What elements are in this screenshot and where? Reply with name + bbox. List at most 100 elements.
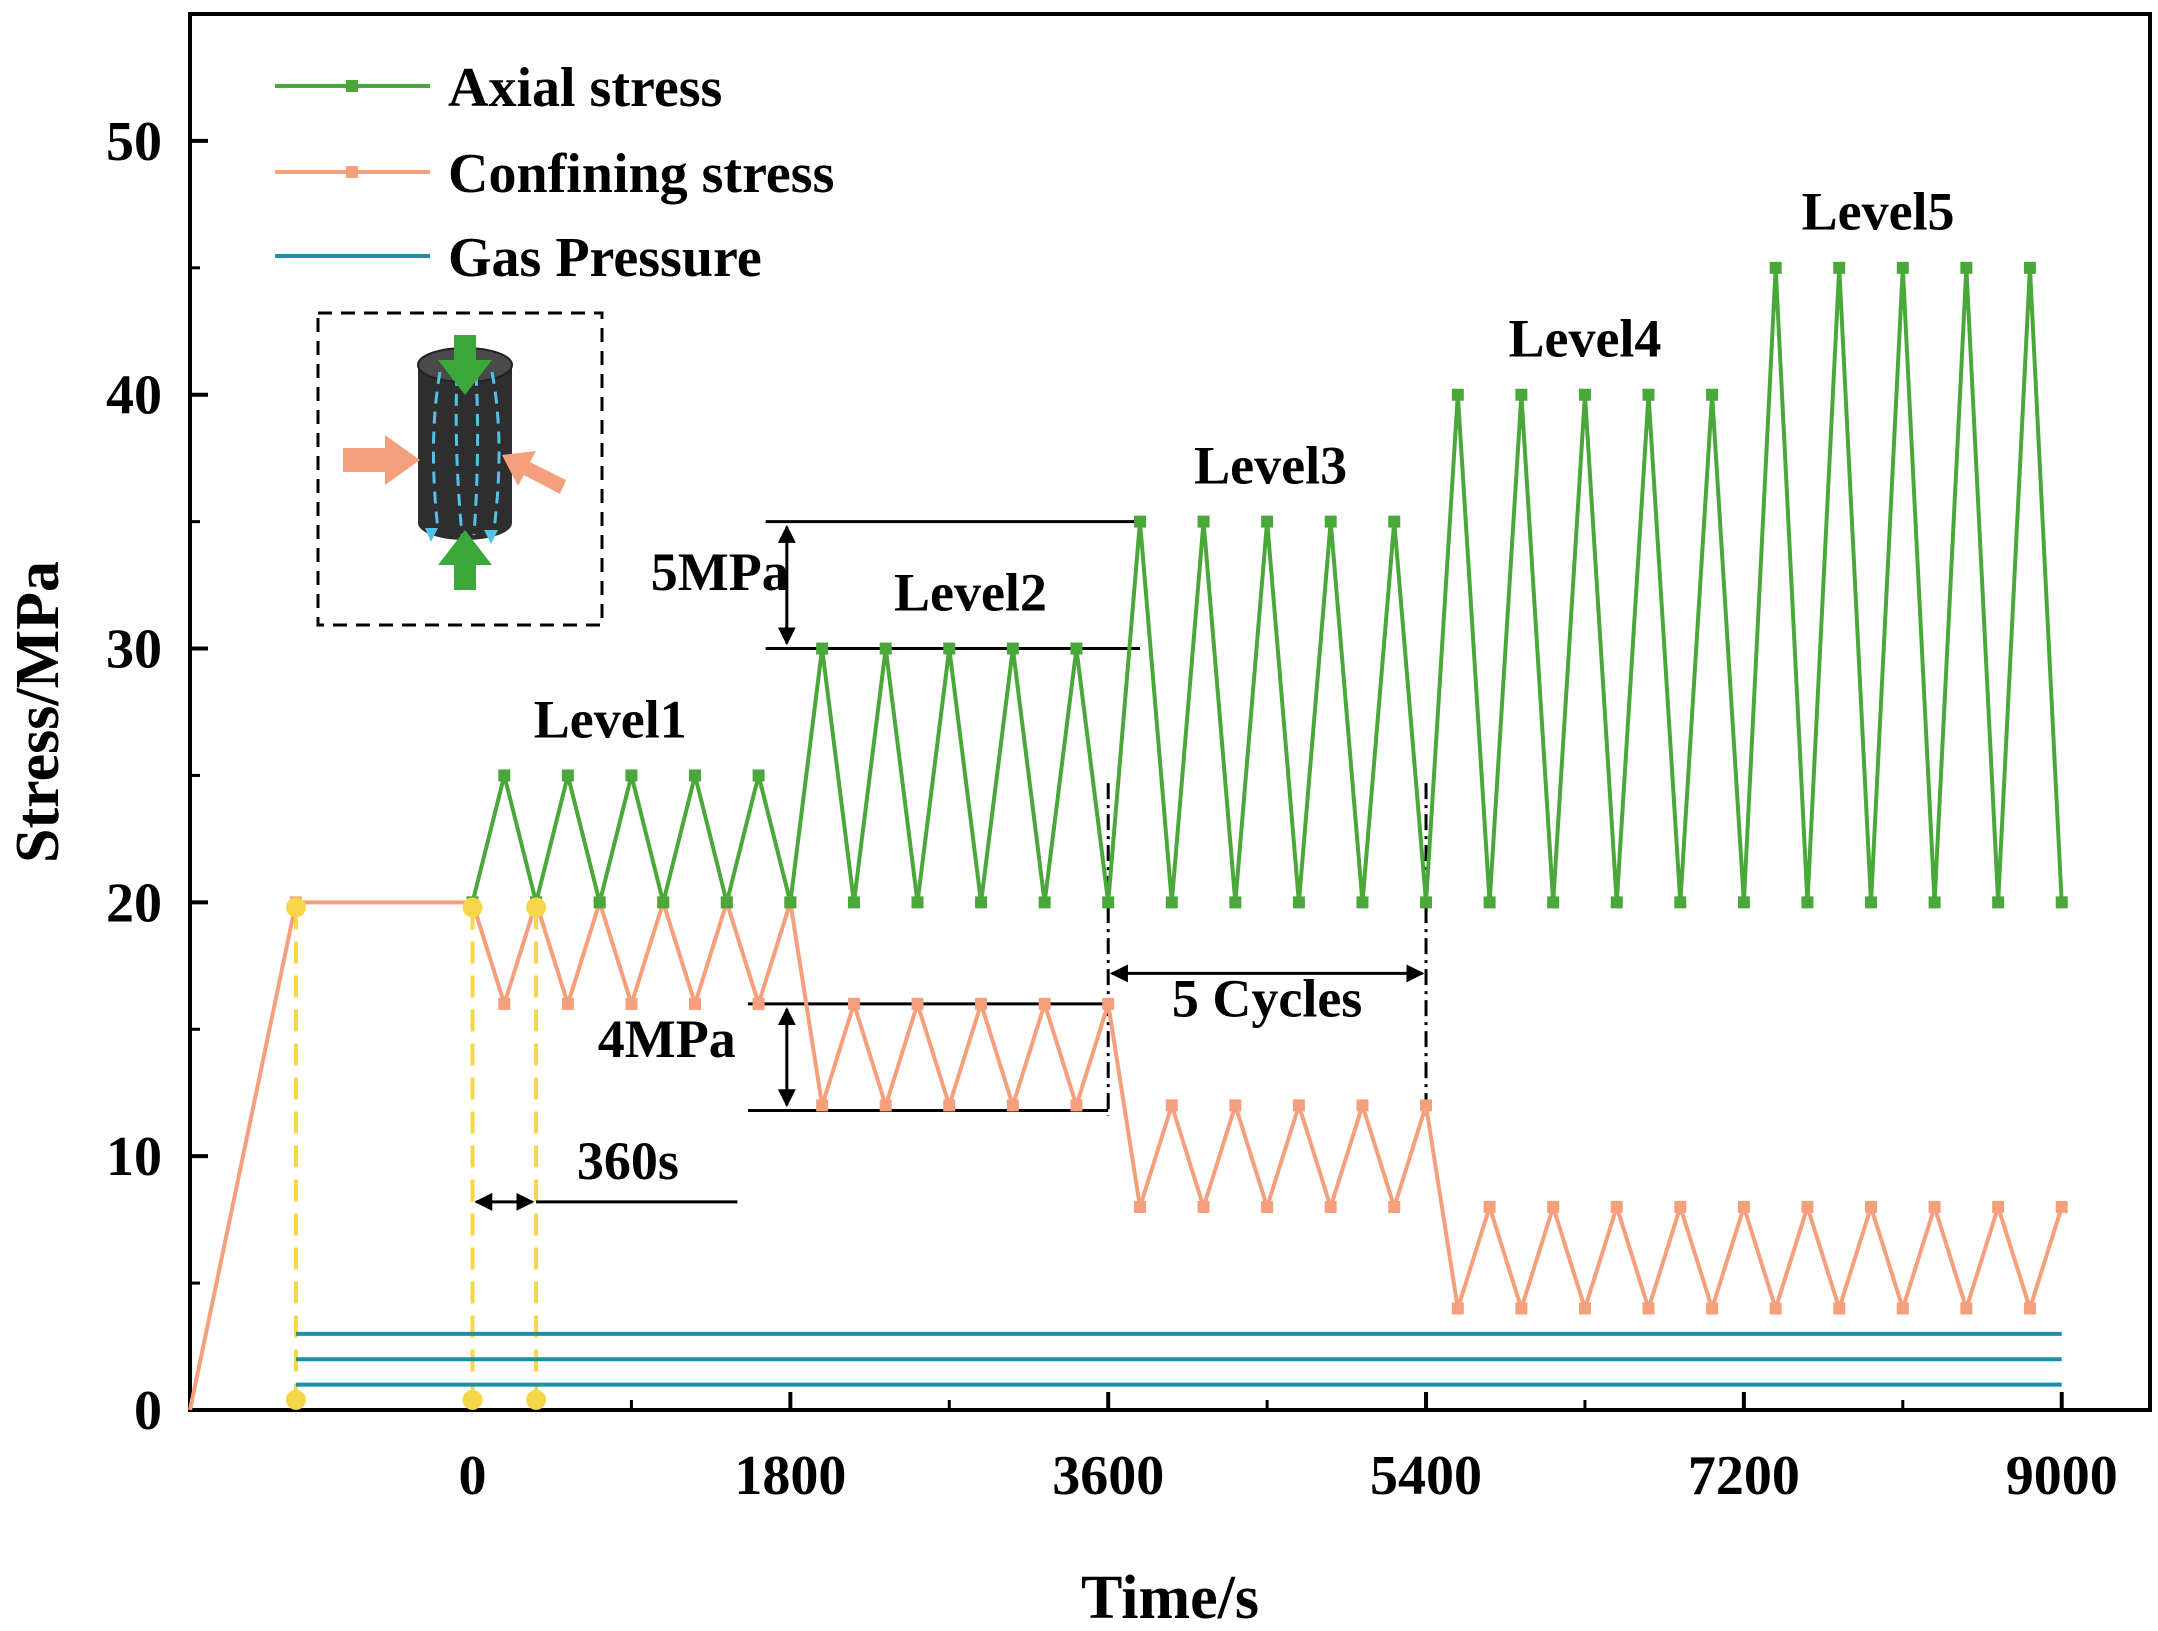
axial-stress-point bbox=[657, 896, 670, 909]
axial-stress-point bbox=[1547, 896, 1560, 909]
confining-stress-point bbox=[1197, 1200, 1210, 1213]
confining-stress-point bbox=[561, 997, 574, 1010]
axial-stress-point bbox=[1451, 388, 1464, 401]
confining-stress-point bbox=[1896, 1302, 1909, 1315]
axial-stress-point bbox=[847, 896, 860, 909]
confining-stress-point bbox=[847, 997, 860, 1010]
confining-stress-point bbox=[1801, 1200, 1814, 1213]
y-tick-label-40: 40 bbox=[106, 365, 162, 427]
axial-stress-point bbox=[1642, 388, 1655, 401]
x-tick-label-0: 0 bbox=[459, 1445, 487, 1507]
confining-stress-point bbox=[1356, 1099, 1369, 1112]
axial-stress-point bbox=[1865, 896, 1878, 909]
reference-marker-top bbox=[526, 897, 547, 918]
axial-stress-point bbox=[625, 769, 638, 782]
axial-stress-point bbox=[561, 769, 574, 782]
axial-stress-point bbox=[1515, 388, 1528, 401]
x-axis-title: Time/s bbox=[1081, 1564, 1259, 1631]
axial-load-arrow-bottom-icon bbox=[438, 530, 492, 590]
axial-stress-point bbox=[1833, 261, 1846, 274]
axial-stress-point bbox=[1674, 896, 1687, 909]
confining-stress-point bbox=[1165, 1099, 1178, 1112]
axial-stress-point bbox=[2055, 896, 2068, 909]
axes: 0 1800 3600 5400 7200 9000 0 10 20 30 40 50 bbox=[106, 111, 2118, 1507]
confining-stress-point bbox=[1133, 1200, 1146, 1213]
y-tick-label-50: 50 bbox=[106, 111, 162, 173]
confining-stress-point bbox=[1578, 1302, 1591, 1315]
axial-stress-point bbox=[1324, 515, 1337, 528]
confining-stress-point bbox=[1451, 1302, 1464, 1315]
specimen-schematic bbox=[316, 311, 604, 627]
confining-stress-point bbox=[1070, 1099, 1083, 1112]
axial-stress-point bbox=[1292, 896, 1305, 909]
axial-stress-point bbox=[1038, 896, 1051, 909]
confining-stress-point bbox=[1388, 1200, 1401, 1213]
confining-load-arrow-left-icon bbox=[343, 435, 420, 485]
legend: Axial stress Confining stress Gas Pressu… bbox=[275, 57, 834, 289]
axial-stress-point bbox=[1102, 896, 1115, 909]
x-tick-label-5400: 5400 bbox=[1370, 1445, 1482, 1507]
y-tick-label-30: 30 bbox=[106, 619, 162, 681]
axial-stress-point bbox=[593, 896, 606, 909]
confining-stress-point bbox=[1706, 1302, 1719, 1315]
confining-stress-point bbox=[1324, 1200, 1337, 1213]
axial-stress-point bbox=[1578, 388, 1591, 401]
axial-stress-point bbox=[879, 642, 892, 655]
axial-stress-point bbox=[1928, 896, 1941, 909]
axial-stress-point bbox=[689, 769, 702, 782]
y-axis-title: Stress/MPa bbox=[4, 561, 72, 863]
reference-marker-top bbox=[285, 897, 306, 918]
confining-stress-point bbox=[975, 997, 988, 1010]
reference-marker-bottom bbox=[285, 1389, 306, 1410]
confining-stress-point bbox=[1674, 1200, 1687, 1213]
reference-marker-bottom bbox=[462, 1389, 483, 1410]
confining-stress-point bbox=[1737, 1200, 1750, 1213]
confining-stress-point bbox=[1420, 1099, 1433, 1112]
annotation-5mpa: 5MPa bbox=[651, 542, 789, 602]
annotations-layer: Level1 Level2 Level3 Level4 Level5 5MPa 4MPa 5 … bbox=[534, 182, 1955, 1191]
legend-marker-confining-stress bbox=[346, 166, 358, 178]
legend-entry-confining-stress: Confining stress bbox=[275, 143, 834, 205]
confining-stress-point bbox=[879, 1099, 892, 1112]
axial-stress-point bbox=[752, 769, 765, 782]
axial-stress-point bbox=[2023, 261, 2036, 274]
confining-stress-point bbox=[2023, 1302, 2036, 1315]
y-tick-label-20: 20 bbox=[106, 872, 162, 934]
axial-stress-point bbox=[1801, 896, 1814, 909]
legend-entry-axial-stress: Axial stress bbox=[275, 57, 722, 119]
confining-stress-point bbox=[1038, 997, 1051, 1010]
annotation-level1: Level1 bbox=[534, 689, 687, 749]
legend-label-gas-pressure: Gas Pressure bbox=[448, 227, 762, 289]
x-tick-label-7200: 7200 bbox=[1688, 1445, 1800, 1507]
reference-marker-top bbox=[462, 897, 483, 918]
confining-stress-point bbox=[1642, 1302, 1655, 1315]
confining-stress-point bbox=[689, 997, 702, 1010]
y-tick-label-0: 0 bbox=[134, 1380, 162, 1442]
confining-stress-point bbox=[943, 1099, 956, 1112]
confining-stress-point bbox=[498, 997, 511, 1010]
axial-stress-point bbox=[1737, 896, 1750, 909]
markers-layer bbox=[285, 261, 2068, 1410]
legend-label-confining-stress: Confining stress bbox=[448, 143, 834, 205]
axial-stress-point bbox=[943, 642, 956, 655]
legend-marker-axial-stress bbox=[346, 80, 358, 92]
annotation-level4: Level4 bbox=[1508, 309, 1661, 369]
x-tick-label-9000: 9000 bbox=[2006, 1445, 2118, 1507]
axial-stress-point bbox=[911, 896, 924, 909]
confining-stress-point bbox=[1483, 1200, 1496, 1213]
confining-stress-point bbox=[752, 997, 765, 1010]
confining-stress-point bbox=[1992, 1200, 2005, 1213]
confining-stress-point bbox=[1006, 1099, 1019, 1112]
legend-entry-gas-pressure: Gas Pressure bbox=[275, 227, 762, 289]
confining-stress-point bbox=[1928, 1200, 1941, 1213]
axial-stress-point bbox=[1165, 896, 1178, 909]
annotation-level2: Level2 bbox=[894, 562, 1047, 622]
axial-stress-point bbox=[1229, 896, 1242, 909]
annotation-level3: Level3 bbox=[1194, 436, 1347, 496]
axial-stress-point bbox=[1133, 515, 1146, 528]
confining-stress-point bbox=[1229, 1099, 1242, 1112]
axial-stress-point bbox=[1070, 642, 1083, 655]
schematic-dashed-frame bbox=[316, 311, 604, 627]
confining-stress-point bbox=[1610, 1200, 1623, 1213]
